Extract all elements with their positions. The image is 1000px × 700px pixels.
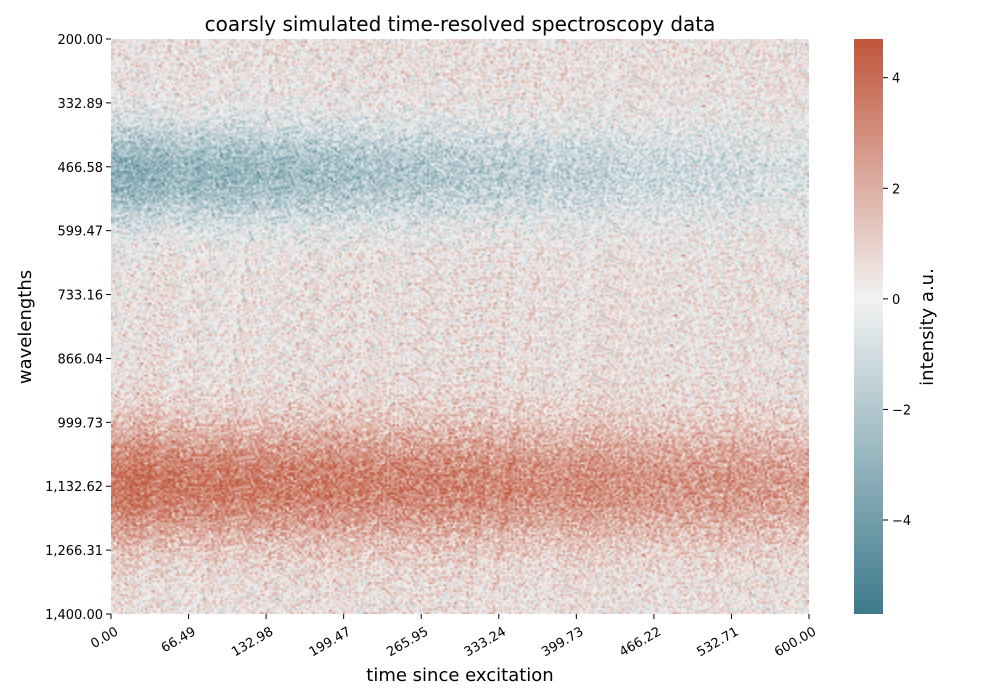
x-tick-label: 333.24 (462, 624, 509, 660)
y-axis-label: wavelengths (15, 270, 36, 384)
colorbar-tick-label: 4 (892, 72, 900, 87)
x-tick-label: 532.71 (695, 624, 742, 660)
x-tick-label: 265.95 (384, 624, 431, 660)
y-tick-label: 200.00 (58, 33, 104, 48)
y-tick-label: 466.58 (58, 161, 104, 176)
colorbar-label: intensity a.u. (917, 268, 938, 386)
y-tick-label: 866.04 (58, 352, 104, 367)
colorbar-tick-label: −2 (892, 403, 911, 418)
chart-title: coarsly simulated time-resolved spectros… (205, 12, 716, 36)
x-tick-label: 466.22 (617, 624, 664, 660)
x-tick-label: 600.00 (772, 624, 819, 660)
colorbar-tick-label: 2 (892, 182, 900, 197)
y-axis: 200.00 332.89 466.58 599.47 733.16 866.04 999.… (45, 33, 111, 623)
x-axis-label: time since excitation (366, 665, 553, 686)
colorbar-tick-label: 0 (892, 293, 900, 308)
colorbar-tick-label: −4 (892, 514, 911, 529)
heatmap-plot-area (111, 39, 809, 614)
x-axis: 0.00 66.49 132.98 199.47 265.95 333.24 399.73 4… (88, 614, 819, 660)
x-tick-label: 199.47 (307, 624, 354, 660)
y-tick-label: 332.89 (58, 97, 104, 112)
y-tick-label: 1,132.62 (45, 480, 103, 495)
x-tick-label: 399.73 (539, 624, 586, 660)
x-tick-label: 66.49 (159, 624, 199, 656)
y-tick-label: 1,266.31 (45, 544, 103, 559)
colorbar-axis: 4 2 0 −2 −4 (883, 72, 911, 529)
colorbar (854, 39, 883, 614)
y-tick-label: 599.47 (58, 225, 104, 240)
y-tick-label: 999.73 (58, 416, 104, 431)
y-tick-label: 1,400.00 (45, 608, 103, 623)
x-tick-label: 0.00 (88, 624, 121, 651)
x-tick-label: 132.98 (229, 624, 276, 660)
y-tick-label: 733.16 (58, 289, 104, 304)
